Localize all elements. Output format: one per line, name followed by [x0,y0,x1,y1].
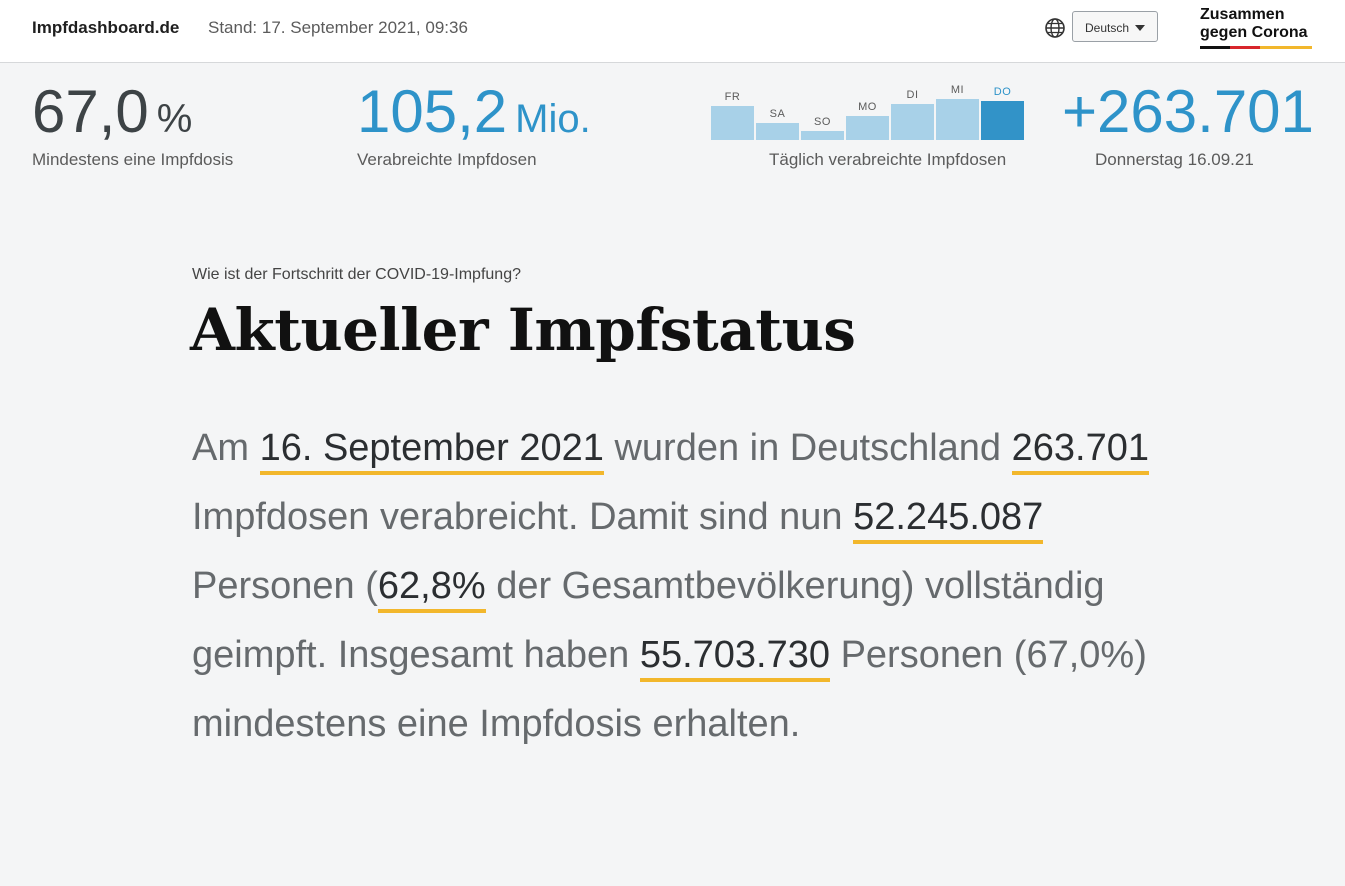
text-segment: Am [192,427,260,469]
text-segment: der Gesamt­bevölkerung) vollständig geim… [192,565,1105,676]
chart-day-label-di: DI [906,89,919,101]
daily-chart-label: Täglich verabreichte Impfdosen [769,150,1007,169]
chart-bar-fr[interactable] [711,106,754,140]
text-segment: Impfdosen verabreicht. Damit sind nun [192,496,854,538]
page-title: Aktueller Impfstatus [190,296,856,364]
chart-bar-do[interactable] [981,101,1024,140]
kpi-total-doses-number: 105,2 [357,78,508,145]
kpi-first-dose-number: 67,0 [32,78,149,145]
kpi-first-dose-label: Mindestens eine Impfdosis [32,150,234,169]
kpi-total-doses-unit: Mio. [515,97,591,141]
logo-line-1: Zusammen [1200,6,1285,23]
highlight-fully-vaccinated-percent: 62,8% [377,565,486,613]
highlight-first-dose: 55.703.730 [639,634,831,682]
text-segment: Personen ( [192,565,378,607]
chart-day-label-mi: MI [950,84,965,96]
chart-bar-di[interactable] [891,104,934,140]
logo-stripe [1200,46,1312,49]
brand-link[interactable]: Impfdashboard.de [32,18,180,37]
language-select[interactable]: Deutsch [1072,11,1158,42]
status-paragraph: Am 16. September 2021 wurden in Deutschl… [192,414,1182,759]
chart-bar-mi[interactable] [936,99,979,140]
text-segment: wurden in Deutschland [603,427,1012,469]
text-segment: Personen (67,0%) mindestens eine Impf­do… [192,634,1147,745]
highlight-date: 16. September 2021 [259,427,604,475]
globe-icon [1045,18,1065,38]
chart-day-label-sa: SA [769,108,786,120]
kpi-total-doses-value: 105,2 Mio. [357,80,591,151]
chart-bar-mo[interactable] [846,116,889,140]
chevron-down-icon [1135,25,1145,31]
chart-day-label-do: DO [993,86,1012,98]
zusammen-gegen-corona-logo[interactable]: Zusammen gegen Corona [1200,6,1312,50]
kpi-first-dose-value: 67,0% [32,80,192,151]
kpi-first-dose-unit: % [156,97,193,141]
kpi-total-doses-label: Verabreichte Impfdosen [357,150,537,169]
highlight-fully-vaccinated: 52.245.087 [853,496,1044,544]
chart-bar-so[interactable] [801,131,844,140]
chart-day-label-fr: FR [724,91,741,103]
kpi-daily-label: Donnerstag 16.09.21 [1095,150,1254,169]
highlight-daily-doses: 263.701 [1011,427,1149,475]
top-bar: Impfdashboard.de Stand: 17. September 20… [0,0,1345,63]
chart-bar-sa[interactable] [756,123,799,140]
kpi-daily-value: +263.701 [1062,78,1314,145]
section-question: Wie ist der Fortschritt der COVID-19-Imp… [192,266,521,283]
daily-doses-mini-chart: FR SA SO MO DI MI DO [711,66,1024,140]
logo-line-2: gegen Corona [1200,24,1308,41]
data-timestamp: Stand: 17. September 2021, 09:36 [208,18,468,37]
language-select-value: Deutsch [1085,21,1130,35]
chart-day-label-so: SO [814,116,831,128]
chart-day-label-mo: MO [858,101,877,113]
